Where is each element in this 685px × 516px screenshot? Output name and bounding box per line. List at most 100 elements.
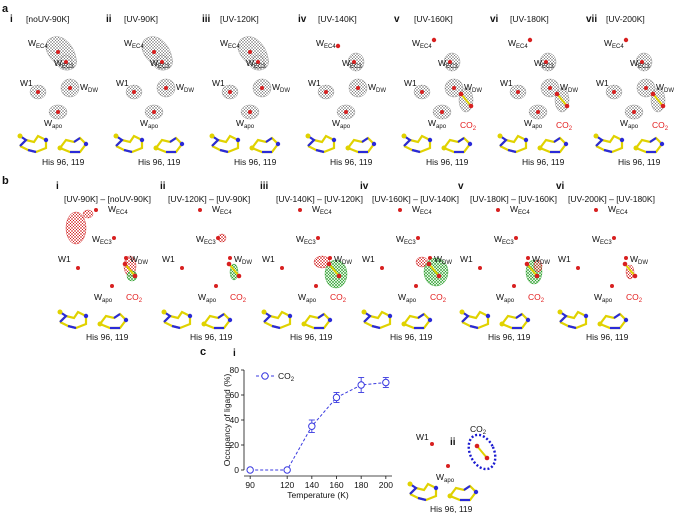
label-w-dw: WDW xyxy=(560,82,578,94)
panel-a-title: [UV-200K] xyxy=(606,14,645,24)
water-atom xyxy=(440,110,444,114)
panel-b-v: v [UV-180K] – [UV-160K]WEC4 WEC3 W1 WDW Wapo C… xyxy=(458,181,557,342)
water-atom xyxy=(36,90,40,94)
label-w-ec4: WEC4 xyxy=(312,204,332,216)
water-ec4 xyxy=(431,37,437,43)
co2-molecule xyxy=(122,261,138,279)
label-w-ec4: WEC4 xyxy=(412,38,432,50)
panel-b-iii: iii [UV-140K] – [UV-120K]WEC4 WEC3 W1 WDW Wap… xyxy=(260,181,363,342)
panel-b-title: [UV-140K] – [UV-120K] xyxy=(276,194,363,204)
his-label: His 96, 119 xyxy=(290,332,333,342)
his-residues xyxy=(593,133,665,154)
label-w-ec3: WEC3 xyxy=(494,234,514,246)
his-label: His 96, 119 xyxy=(190,332,233,342)
y-tick-label: 80 xyxy=(230,365,240,375)
label-w-dw: WDW xyxy=(630,254,648,266)
label-w-dw: WDW xyxy=(80,82,98,94)
water-atom xyxy=(478,266,482,270)
panel-a-roman: iv xyxy=(298,14,307,25)
water-atom xyxy=(356,86,360,90)
panel-b-roman: v xyxy=(458,181,464,192)
panel-b-i: i [UV-90K] – [noUV-90K]WEC4 WEC3 W1 WDW Wapo C… xyxy=(56,181,151,342)
co2-label: CO2 xyxy=(330,292,347,304)
co2-label: CO2 xyxy=(430,292,447,304)
his-label: His 96, 119 xyxy=(330,157,373,167)
co2-molecule xyxy=(622,261,638,279)
label-w-ec3: WEC3 xyxy=(630,58,650,70)
panel-a-roman: vi xyxy=(490,14,499,25)
panel-a-iv: iv [UV-140K] WEC4 WEC3 W1 WDW Wapo His 96, 119 xyxy=(298,14,386,167)
label-w-ec4: WEC4 xyxy=(316,38,336,50)
chart-legend: CO2 xyxy=(256,371,295,383)
panel-a-iii: iii [UV-120K] WEC4 WEC3 W1 WDW Wapo His 96, 119 xyxy=(202,14,290,167)
water-atom xyxy=(280,266,284,270)
panel-b-title: [UV-200K] – [UV-180K] xyxy=(568,194,655,204)
label-w-ec3: WEC3 xyxy=(592,234,612,246)
label-w1: W1 xyxy=(558,254,571,264)
water-atom xyxy=(214,284,218,288)
legend-label: CO2 xyxy=(278,371,295,383)
label-w1: W1 xyxy=(262,254,275,264)
water-atom xyxy=(94,208,98,212)
his-residues xyxy=(459,309,531,330)
water-atom xyxy=(64,60,68,64)
his-label: His 96, 119 xyxy=(488,332,531,342)
water-atom xyxy=(260,86,264,90)
water-atom xyxy=(56,110,60,114)
x-tick-label: 160 xyxy=(329,480,343,490)
label-w-apo: Wapo xyxy=(332,118,351,130)
legend-marker xyxy=(261,372,269,380)
panel-a-letter: a xyxy=(2,3,9,15)
co2-molecule xyxy=(554,91,570,109)
water-atom xyxy=(248,50,252,54)
label-w-apo: Wapo xyxy=(524,118,543,130)
data-point xyxy=(332,393,341,402)
label-w-ec4: WEC4 xyxy=(28,38,48,50)
label-w-apo: Wapo xyxy=(594,292,613,304)
label-w1: W1 xyxy=(404,78,417,88)
label-w1: W1 xyxy=(212,78,225,88)
label-w-ec4: WEC4 xyxy=(124,38,144,50)
water-atom xyxy=(416,236,420,240)
y-tick-label: 40 xyxy=(230,415,240,425)
water-atom xyxy=(612,236,616,240)
water-atom xyxy=(644,86,648,90)
water-atom xyxy=(298,208,302,212)
water-atom xyxy=(68,86,72,90)
water-atom xyxy=(632,110,636,114)
water-atom xyxy=(344,110,348,114)
label-w1: W1 xyxy=(500,78,513,88)
data-point xyxy=(308,422,316,430)
co2-molecule xyxy=(524,261,540,279)
label-w-apo: Wapo xyxy=(44,118,63,130)
label-w-apo: Wapo xyxy=(298,292,317,304)
water-atom xyxy=(228,90,232,94)
his-residues xyxy=(497,133,569,154)
his-label: His 96, 119 xyxy=(234,157,277,167)
co2-label: CO2 xyxy=(528,292,545,304)
his-label: His 96, 119 xyxy=(586,332,629,342)
water-atom xyxy=(316,236,320,240)
label-w-ec3: WEC3 xyxy=(92,234,112,246)
his-label: His 96, 119 xyxy=(86,332,129,342)
label-w-dw: WDW xyxy=(656,82,674,94)
water-atom xyxy=(536,110,540,114)
chart-axes: 0 20 40 60 80 90 120 140 160 180 200 xyxy=(230,365,394,490)
co2-molecule xyxy=(650,91,666,109)
label-w-dw: WDW xyxy=(368,82,386,94)
label-w-ec3: WEC3 xyxy=(534,58,554,70)
label-w-dw: WDW xyxy=(334,254,352,266)
panel-b-iv: iv[UV-160K] – [UV-140K]WEC4 WEC3 W1 WDW Wapo… xyxy=(360,181,459,342)
panel-a-title: [UV-180K] xyxy=(510,14,549,24)
water-atom xyxy=(110,284,114,288)
panel-b-roman: iv xyxy=(360,181,369,192)
co2-molecule xyxy=(426,261,442,279)
his-label: His 96, 119 xyxy=(42,157,85,167)
water-atom xyxy=(420,90,424,94)
water-atom xyxy=(56,50,60,54)
label-w-apo: Wapo xyxy=(620,118,639,130)
data-point xyxy=(246,466,254,474)
panel-b-letter: b xyxy=(2,175,9,187)
label-w-dw: WDW xyxy=(434,254,452,266)
